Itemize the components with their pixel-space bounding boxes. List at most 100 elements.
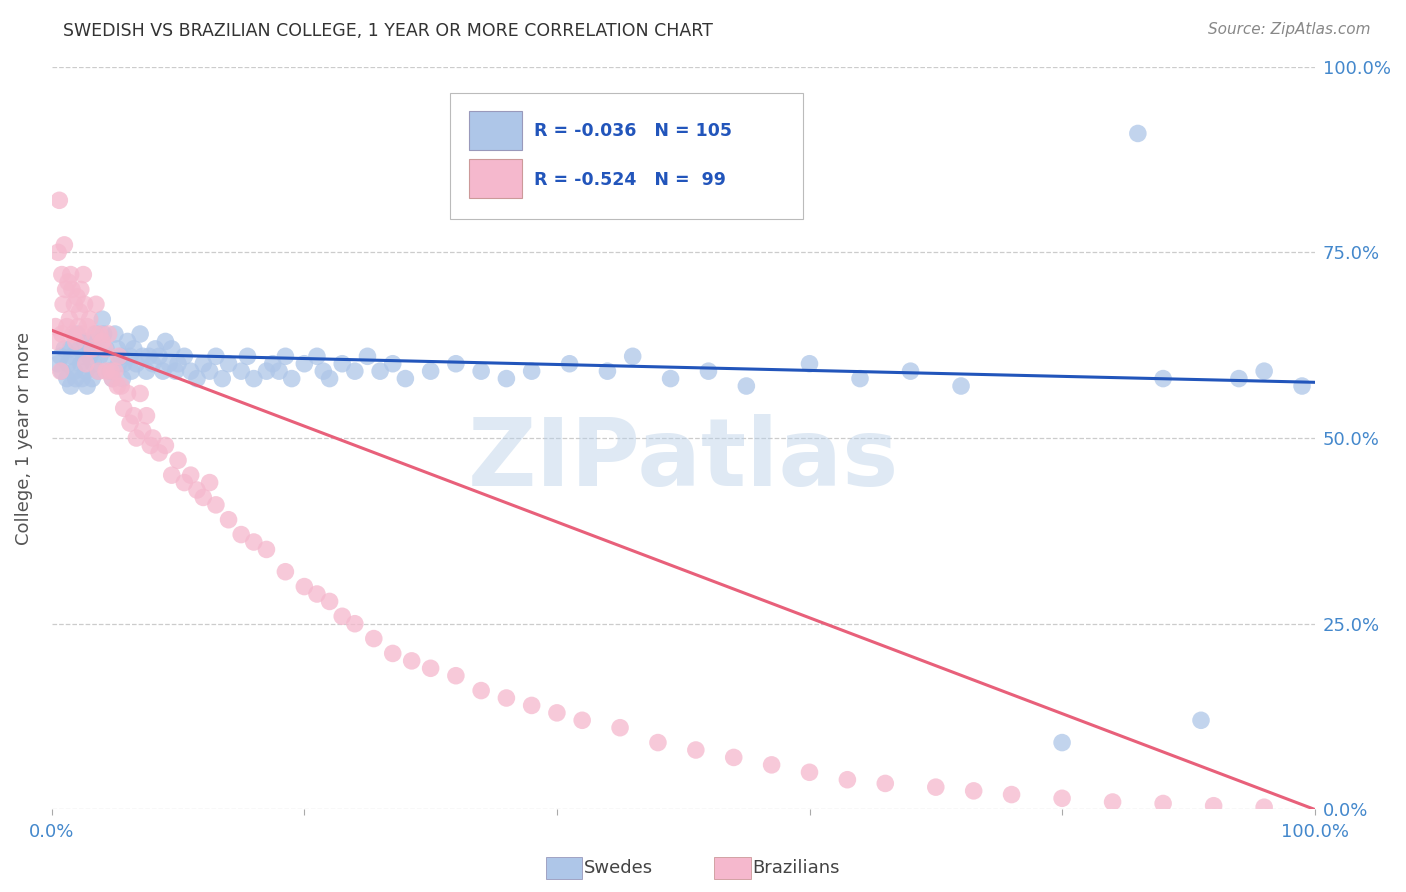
Point bbox=[925, 780, 948, 794]
Point bbox=[659, 371, 682, 385]
Point bbox=[139, 438, 162, 452]
Point bbox=[401, 654, 423, 668]
Point bbox=[799, 765, 821, 780]
Point bbox=[148, 446, 170, 460]
Point bbox=[49, 349, 72, 363]
Point bbox=[143, 342, 166, 356]
Point bbox=[1050, 791, 1073, 805]
Point bbox=[381, 357, 404, 371]
Point bbox=[849, 371, 872, 385]
Point bbox=[117, 334, 139, 349]
Point bbox=[84, 297, 107, 311]
Point bbox=[205, 498, 228, 512]
Point bbox=[91, 312, 114, 326]
Point bbox=[180, 364, 202, 378]
Point bbox=[193, 491, 215, 505]
Point bbox=[107, 342, 129, 356]
Point bbox=[94, 342, 117, 356]
Point bbox=[112, 401, 135, 416]
FancyBboxPatch shape bbox=[468, 112, 522, 150]
Point bbox=[97, 349, 120, 363]
Point bbox=[571, 714, 593, 728]
Point bbox=[155, 438, 177, 452]
Point bbox=[274, 565, 297, 579]
Point bbox=[65, 371, 87, 385]
Point bbox=[66, 290, 89, 304]
Point bbox=[218, 513, 240, 527]
Point bbox=[52, 297, 75, 311]
Point bbox=[799, 357, 821, 371]
Point bbox=[761, 757, 783, 772]
Point bbox=[75, 364, 97, 378]
Point bbox=[900, 364, 922, 378]
Point bbox=[70, 326, 93, 341]
Point bbox=[69, 357, 91, 371]
Point bbox=[243, 371, 266, 385]
Point bbox=[198, 475, 221, 490]
Point bbox=[58, 312, 80, 326]
Point bbox=[82, 342, 104, 356]
Point bbox=[45, 334, 67, 349]
Point bbox=[160, 342, 183, 356]
Point bbox=[82, 371, 104, 385]
Point bbox=[381, 647, 404, 661]
Point bbox=[1291, 379, 1313, 393]
Point bbox=[69, 282, 91, 296]
Point bbox=[520, 364, 543, 378]
Point bbox=[104, 364, 127, 378]
Point bbox=[148, 349, 170, 363]
Point bbox=[53, 238, 76, 252]
Point bbox=[75, 357, 97, 371]
Point bbox=[292, 357, 315, 371]
Point bbox=[89, 349, 111, 363]
Point bbox=[53, 342, 76, 356]
Point bbox=[135, 409, 157, 423]
Point bbox=[125, 431, 148, 445]
Point bbox=[609, 721, 631, 735]
Point bbox=[62, 326, 84, 341]
Point bbox=[70, 371, 93, 385]
Point bbox=[51, 326, 73, 341]
Point bbox=[45, 319, 67, 334]
Point bbox=[86, 342, 108, 356]
Point bbox=[112, 357, 135, 371]
Point bbox=[330, 357, 353, 371]
Point bbox=[343, 364, 366, 378]
Point bbox=[76, 319, 98, 334]
Point bbox=[173, 475, 195, 490]
Point bbox=[107, 357, 129, 371]
Point bbox=[72, 268, 94, 282]
Point bbox=[65, 334, 87, 349]
Point bbox=[647, 735, 669, 749]
Point bbox=[256, 364, 278, 378]
Point bbox=[82, 357, 104, 371]
Point bbox=[55, 282, 77, 296]
Point bbox=[94, 342, 117, 356]
Point bbox=[280, 371, 302, 385]
Point bbox=[91, 334, 114, 349]
Point bbox=[122, 342, 145, 356]
Point bbox=[73, 297, 96, 311]
Point bbox=[343, 616, 366, 631]
Point bbox=[419, 364, 441, 378]
Point bbox=[274, 349, 297, 363]
Point bbox=[218, 357, 240, 371]
Point bbox=[107, 379, 129, 393]
Point bbox=[419, 661, 441, 675]
Point bbox=[963, 784, 986, 798]
Point bbox=[59, 379, 82, 393]
Point bbox=[69, 304, 91, 318]
Point bbox=[138, 349, 160, 363]
Point bbox=[1126, 127, 1149, 141]
Point bbox=[157, 357, 180, 371]
Point bbox=[118, 349, 141, 363]
Point bbox=[1253, 364, 1275, 378]
Point bbox=[46, 357, 69, 371]
Point bbox=[56, 371, 79, 385]
Point bbox=[305, 349, 328, 363]
Point bbox=[1101, 795, 1123, 809]
Point bbox=[101, 371, 124, 385]
Point bbox=[312, 364, 335, 378]
Point bbox=[100, 364, 122, 378]
Point bbox=[48, 194, 70, 208]
